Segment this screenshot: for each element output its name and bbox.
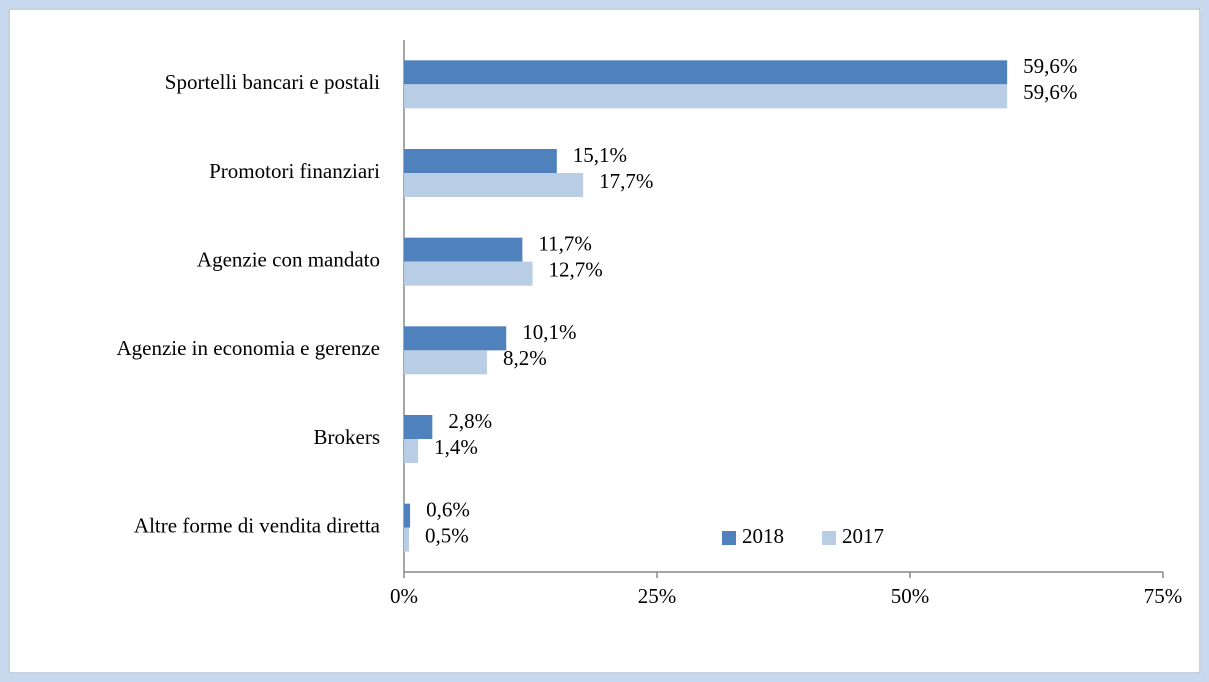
bar (404, 149, 557, 173)
y-tick-label: Agenzie con mandato (197, 247, 380, 271)
legend-swatch (822, 531, 836, 545)
x-tick-label: 50% (891, 584, 930, 608)
bar (404, 261, 533, 286)
x-tick-label: 75% (1144, 584, 1183, 608)
legend-label: 2017 (842, 524, 884, 548)
value-label: 8,2% (503, 346, 547, 370)
y-tick-label: Agenzie in economia e gerenze (116, 336, 380, 360)
value-label: 59,6% (1023, 54, 1077, 78)
y-tick-label: Sportelli bancari e postali (165, 70, 380, 94)
value-label: 0,5% (425, 523, 469, 547)
frame-inner (8, 8, 1201, 674)
legend-swatch (722, 531, 736, 545)
value-label: 0,6% (426, 497, 470, 521)
bar (404, 527, 410, 552)
value-label: 10,1% (522, 320, 576, 344)
value-label: 12,7% (549, 257, 603, 281)
value-label: 59,6% (1023, 80, 1077, 104)
bar (404, 415, 433, 439)
bar (404, 173, 584, 197)
y-tick-label: Altre forme di vendita diretta (134, 513, 381, 537)
y-tick-label: Brokers (314, 425, 381, 449)
bar (404, 237, 523, 262)
bar (404, 503, 411, 528)
bar (404, 84, 1008, 109)
value-label: 17,7% (599, 169, 653, 193)
bar (404, 326, 507, 351)
y-tick-label: Promotori finanziari (209, 159, 380, 183)
legend-label: 2018 (742, 524, 784, 548)
x-tick-label: 25% (638, 584, 677, 608)
value-label: 2,8% (448, 409, 492, 433)
value-label: 1,4% (434, 435, 478, 459)
x-tick-label: 0% (390, 584, 418, 608)
bar (404, 60, 1008, 85)
bar (404, 350, 487, 375)
value-label: 15,1% (573, 143, 627, 167)
value-label: 11,7% (538, 231, 591, 255)
bar (404, 439, 419, 463)
